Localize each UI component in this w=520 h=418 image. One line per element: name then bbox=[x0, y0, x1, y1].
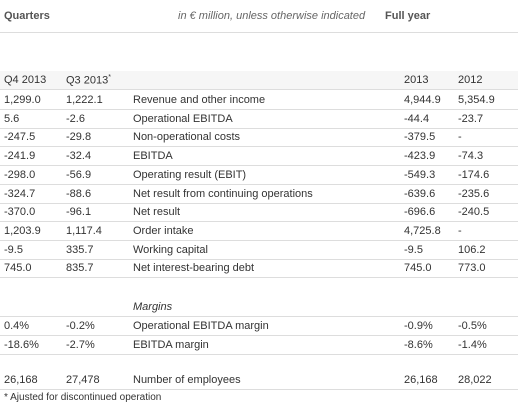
cell: 26,168 bbox=[404, 374, 438, 386]
cell: -235.6 bbox=[458, 187, 490, 200]
cell: -370.0 bbox=[4, 206, 36, 219]
cell: -88.6 bbox=[66, 187, 92, 200]
row-label: Operational EBITDA margin bbox=[133, 320, 269, 332]
row-label: Working capital bbox=[133, 243, 208, 256]
cell: -32.4 bbox=[66, 150, 92, 163]
cell: -240.5 bbox=[458, 206, 490, 219]
cell: 4,725.8 bbox=[404, 224, 441, 237]
cell: 4,944.9 bbox=[404, 94, 441, 106]
row-label: Number of employees bbox=[133, 374, 241, 386]
cell: 28,022 bbox=[458, 374, 492, 386]
table-row: -241.9 -32.4 EBITDA -423.9 -74.3 bbox=[0, 147, 518, 167]
row-label: Revenue and other income bbox=[133, 94, 266, 106]
cell: -23.7 bbox=[458, 112, 484, 125]
table-row: -324.7 -88.6 Net result from continuing op… bbox=[0, 185, 518, 204]
cell: -44.4 bbox=[404, 112, 430, 125]
divider bbox=[0, 32, 518, 33]
table-row: 745.0 835.7 Net interest-bearing debt 745.0… bbox=[0, 259, 518, 279]
cell: -74.3 bbox=[458, 150, 484, 163]
cell: -379.5 bbox=[404, 131, 436, 144]
unit-note: in € million, unless otherwise indicated bbox=[178, 10, 366, 22]
table-row: -298.0 -56.9 Operating result (EBIT) -549.3… bbox=[0, 166, 518, 185]
cell: 773.0 bbox=[458, 262, 486, 275]
cell: -8.6% bbox=[404, 338, 433, 351]
column-header: 2012 bbox=[458, 74, 483, 86]
cell: 5,354.9 bbox=[458, 94, 495, 106]
cell: -423.9 bbox=[404, 150, 436, 163]
cell: -639.6 bbox=[404, 187, 436, 200]
cell: 106.2 bbox=[458, 243, 486, 256]
cell: 1,299.0 bbox=[4, 94, 41, 106]
table-row: 1,203.9 1,117.4 Order intake 4,725.8 - bbox=[0, 222, 518, 241]
cell: - bbox=[458, 131, 462, 144]
cell: 26,168 bbox=[4, 374, 38, 386]
cell: - bbox=[458, 224, 462, 237]
cell: -241.9 bbox=[4, 150, 36, 163]
cell: -247.5 bbox=[4, 131, 36, 144]
cell: 0.4% bbox=[4, 320, 30, 332]
cell: 27,478 bbox=[66, 374, 100, 386]
cell: -2.6 bbox=[66, 112, 85, 125]
cell: -56.9 bbox=[66, 168, 92, 181]
cell: -9.5 bbox=[4, 243, 23, 256]
cell: -0.9% bbox=[404, 320, 433, 332]
table-row: -9.5 335.7 Working capital -9.5 106.2 bbox=[0, 241, 518, 260]
cell: 745.0 bbox=[404, 262, 432, 275]
cell: 335.7 bbox=[66, 243, 94, 256]
full-year-heading: Full year bbox=[385, 10, 431, 22]
cell: -696.6 bbox=[404, 206, 436, 219]
row-label: Net result bbox=[133, 206, 181, 219]
section-title: Margins bbox=[133, 301, 173, 313]
cell: -29.8 bbox=[66, 131, 92, 144]
table-row: -247.5 -29.8 Non-operational costs -379.5 - bbox=[0, 128, 518, 148]
cell: -0.5% bbox=[458, 320, 487, 332]
row-label: Non-operational costs bbox=[133, 131, 241, 144]
cell: 1,203.9 bbox=[4, 224, 41, 237]
table-row: 5.6 -2.6 Operational EBITDA -44.4 -23.7 bbox=[0, 110, 518, 129]
cell: -549.3 bbox=[404, 168, 436, 181]
row-label: EBITDA bbox=[133, 150, 173, 163]
cell: 745.0 bbox=[4, 262, 32, 275]
divider bbox=[0, 316, 518, 317]
column-header: 2013 bbox=[404, 74, 429, 86]
table-row: 0.4% -0.2% Operational EBITDA margin -0.9% -… bbox=[0, 317, 518, 336]
cell: -174.6 bbox=[458, 168, 490, 181]
cell: -96.1 bbox=[66, 206, 92, 219]
cell: -324.7 bbox=[4, 187, 36, 200]
row-label: Net result from continuing operations bbox=[133, 187, 313, 200]
cell: -18.6% bbox=[4, 338, 39, 351]
column-header: Q4 2013 bbox=[4, 74, 47, 86]
cell: 835.7 bbox=[66, 262, 94, 275]
column-header: Q3 2013* bbox=[66, 74, 111, 87]
row-label: Net interest-bearing debt bbox=[133, 262, 255, 275]
row-label: Order intake bbox=[133, 224, 194, 237]
row-label: Operating result (EBIT) bbox=[133, 168, 247, 181]
cell: -9.5 bbox=[404, 243, 423, 256]
row-label: Operational EBITDA bbox=[133, 112, 233, 125]
column-header-text: Q3 2013 bbox=[66, 74, 109, 87]
table-row: 1,299.0 1,222.1 Revenue and other income 4,… bbox=[0, 91, 518, 110]
footnote: * Ajusted for discontinued operation bbox=[4, 392, 162, 403]
cell: -0.2% bbox=[66, 320, 95, 332]
table-row: 26,168 27,478 Number of employees 26,168 28,… bbox=[0, 371, 518, 390]
cell: -1.4% bbox=[458, 338, 487, 351]
footnote-mark: * bbox=[108, 74, 111, 81]
cell: -2.7% bbox=[66, 338, 95, 351]
cell: -298.0 bbox=[4, 168, 36, 181]
cell: 1,117.4 bbox=[66, 224, 102, 237]
table-row: -18.6% -2.7% EBITDA margin -8.6% -1.4% bbox=[0, 336, 518, 355]
row-label: EBITDA margin bbox=[133, 338, 209, 351]
table-row: -370.0 -96.1 Net result -696.6 -240.5 bbox=[0, 203, 518, 223]
cell: 5.6 bbox=[4, 112, 20, 125]
column-header-row: Q4 2013 Q3 2013* 2013 2012 bbox=[0, 71, 518, 90]
cell: 1,222.1 bbox=[66, 94, 103, 106]
quarters-heading: Quarters bbox=[4, 10, 50, 22]
